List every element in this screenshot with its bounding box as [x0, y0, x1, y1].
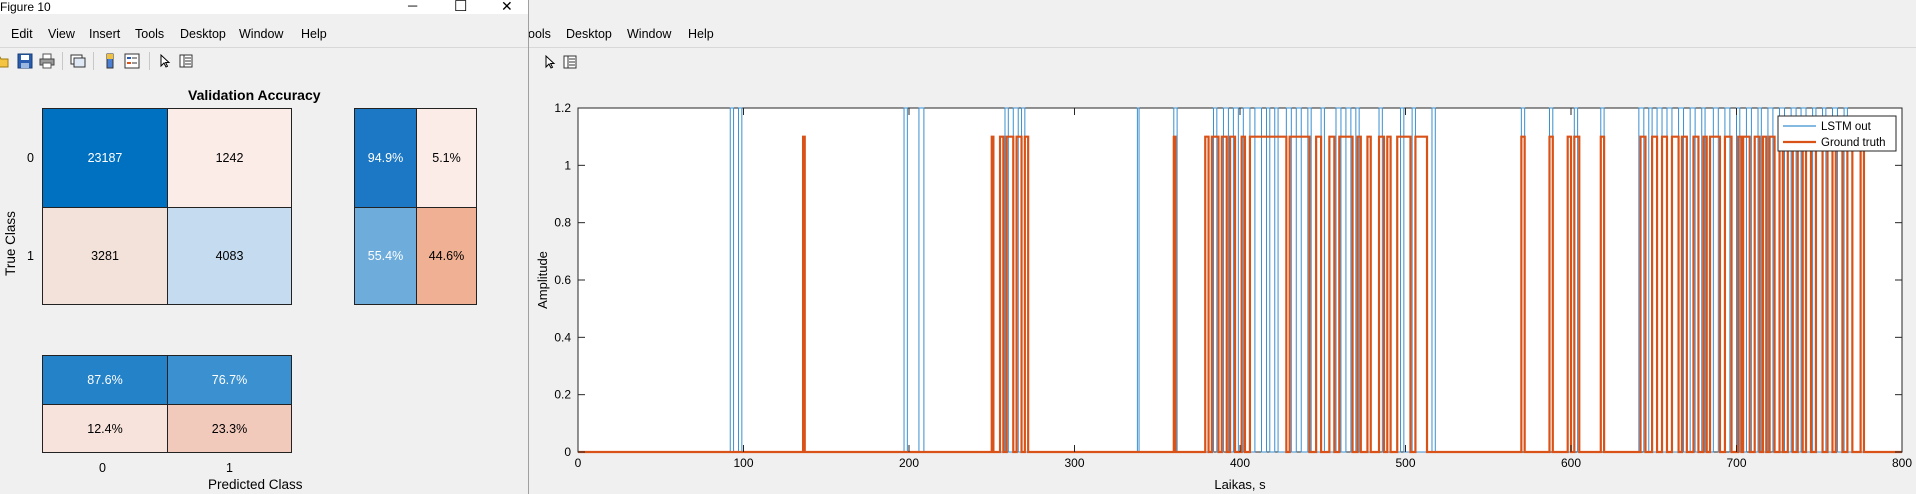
x-tick-label: 400: [1230, 456, 1250, 470]
row-summary-0-1: 5.1%: [416, 108, 477, 208]
col-summary-1-1: 23.3%: [167, 404, 292, 453]
title-bar[interactable]: Figure 10 ─ ☐ ✕: [0, 0, 528, 15]
col-summary-0-1: 76.7%: [167, 355, 292, 405]
col-label-1: 1: [226, 461, 233, 475]
x-tick-label: 500: [1395, 456, 1415, 470]
menu-view[interactable]: View: [48, 27, 75, 41]
series-line-lstm-out: [578, 107, 1902, 453]
y-tick-label: 0.6: [554, 273, 571, 287]
back-toolbar-divider: [528, 47, 1916, 48]
matrix-cell-0-0: 23187: [42, 108, 168, 208]
back-menu-tools[interactable]: ools: [528, 27, 551, 41]
colorbar-icon[interactable]: [102, 53, 118, 69]
row-summary-1-0: 55.4%: [354, 207, 417, 305]
minimize-button[interactable]: ─: [408, 0, 418, 13]
legend-label: LSTM out: [1821, 121, 1872, 133]
legend-icon[interactable]: [124, 53, 140, 69]
y-tick-label: 0.4: [554, 330, 571, 344]
amplitude-plot[interactable]: 0 100 200 300 400 500 600 700 800 0 0.2 0.4 0.6 0.8 1 1…: [528, 0, 1916, 494]
col-label-0: 0: [99, 461, 106, 475]
x-tick-label: 800: [1892, 456, 1912, 470]
y-tick-label: 1.2: [554, 101, 571, 115]
pointer-icon[interactable]: [542, 54, 558, 70]
plot-xlabel: Laikas, s: [1214, 477, 1266, 492]
save-icon[interactable]: [17, 53, 33, 69]
plot-ylabel: Amplitude: [535, 251, 550, 309]
x-tick-label: 100: [733, 456, 753, 470]
matrix-cell-1-1: 4083: [167, 207, 292, 305]
menu-tools[interactable]: Tools: [135, 27, 165, 41]
print-icon[interactable]: [39, 53, 55, 69]
x-tick-label: 0: [575, 456, 582, 470]
toolbar-separator: [62, 52, 63, 70]
row-summary-1-1: 44.6%: [416, 207, 477, 305]
menu-window[interactable]: Window: [239, 27, 284, 41]
y-tick-label: 0.8: [554, 216, 571, 230]
window-title: Figure 10: [0, 0, 51, 14]
back-menu-window[interactable]: Window: [627, 27, 672, 41]
confusion-chart-title: Validation Accuracy: [188, 87, 321, 103]
property-inspector-icon[interactable]: [178, 53, 194, 69]
menu-help[interactable]: Help: [301, 27, 327, 41]
figure-window-front: Figure 10 ─ ☐ ✕ Edit View Insert Tools D…: [0, 0, 529, 494]
matrix-cell-1-0: 3281: [42, 207, 168, 305]
x-tick-label: 200: [899, 456, 919, 470]
true-class-label: True Class: [2, 211, 18, 276]
plot-legend[interactable]: LSTM out Ground truth: [1777, 115, 1897, 152]
col-summary-0-0: 87.6%: [42, 355, 168, 405]
toolbar-separator: [149, 52, 150, 70]
open-folder-icon[interactable]: [0, 53, 10, 69]
figure-window-back: ools Desktop Window Help ↘ 0100200300400…: [518, 0, 1916, 494]
x-tick-label: 300: [1064, 456, 1084, 470]
y-tick-label: 0.2: [554, 388, 571, 402]
close-button[interactable]: ✕: [501, 0, 513, 14]
menu-desktop[interactable]: Desktop: [180, 27, 226, 41]
legend-box: [1777, 115, 1897, 152]
predicted-class-label: Predicted Class: [208, 477, 303, 492]
back-menu-desktop[interactable]: Desktop: [566, 27, 612, 41]
link-plot-icon[interactable]: [70, 53, 86, 69]
menu-insert[interactable]: Insert: [89, 27, 121, 41]
y-tick-label: 1: [564, 158, 571, 172]
front-toolbar-divider: [0, 47, 528, 48]
maximize-button[interactable]: ☐: [454, 0, 468, 15]
x-tick-label: 700: [1726, 456, 1746, 470]
x-tick-label: 600: [1561, 456, 1581, 470]
row-summary-0-0: 94.9%: [354, 108, 417, 208]
plot-axis-group: 0 100 200 300 400 500 600 700 800 0 0.2 0.4 0.6 0.8 1 1…: [554, 101, 1912, 470]
matrix-cell-0-1: 1242: [167, 108, 292, 208]
property-inspector-icon[interactable]: [562, 54, 578, 70]
col-summary-1-0: 12.4%: [42, 404, 168, 453]
pointer-icon[interactable]: [157, 53, 173, 69]
y-tick-label: 0: [564, 445, 571, 459]
legend-label: Ground truth: [1821, 137, 1886, 149]
toolbar-separator: [93, 52, 94, 70]
row-label-0: 0: [27, 151, 34, 165]
back-menu-help[interactable]: Help: [688, 27, 714, 41]
menu-edit[interactable]: Edit: [11, 27, 33, 41]
row-label-1: 1: [27, 249, 34, 263]
